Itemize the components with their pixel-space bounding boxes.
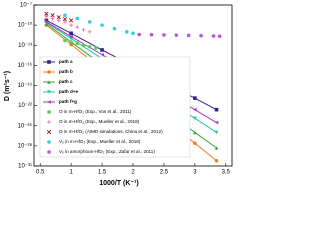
marker [87, 20, 92, 24]
x-tick-label: 2.5 [160, 170, 169, 176]
y-tick-label: 10⁻³¹ [18, 164, 32, 170]
marker [94, 46, 98, 50]
marker [186, 33, 191, 38]
marker [75, 25, 80, 29]
legend-label: O in m-HfO₂ (Exp., Vos et al., 2011) [59, 109, 132, 114]
marker [50, 13, 55, 18]
marker [214, 107, 219, 112]
marker [56, 15, 61, 20]
marker [47, 90, 51, 94]
marker [100, 23, 104, 27]
marker [125, 30, 129, 34]
marker [69, 23, 73, 27]
y-tick-label: 10⁻⁷ [20, 2, 32, 9]
marker [193, 107, 197, 112]
marker [100, 48, 104, 52]
marker [87, 30, 92, 34]
marker [47, 70, 51, 74]
marker [214, 120, 219, 125]
legend-label: path d+e [59, 89, 78, 94]
marker [63, 38, 67, 43]
x-axis-label: 1000/T (K⁻¹) [99, 180, 138, 187]
y-tick-label: 10⁻²² [18, 103, 32, 109]
x-tick-label: 2 [131, 170, 135, 176]
legend-label: Vₒ in amorphous-HfO₂ (Exp., Zafar et al.… [59, 149, 155, 154]
legend-box [39, 56, 191, 158]
legend: path a path b path c path d+e path f+g O in m… [39, 56, 191, 158]
marker [211, 34, 216, 38]
marker [81, 28, 86, 32]
marker [193, 141, 197, 146]
y-axis-label: D (m²s⁻¹) [4, 71, 11, 101]
marker [75, 16, 80, 21]
marker [44, 18, 49, 23]
marker [87, 44, 92, 49]
x-tick-label: 1.5 [98, 170, 107, 176]
marker [214, 146, 219, 150]
y-tick-label: 10⁻¹⁰ [18, 22, 33, 29]
marker [47, 60, 51, 64]
marker [217, 34, 222, 39]
marker [214, 130, 219, 135]
marker [56, 18, 61, 23]
legend-label: O in m-HfO₂ (Exp., Mueller et al., 2018) [59, 119, 140, 124]
chart: 1000/T (K⁻¹) D (m²s⁻¹) 0.5 1 1.5 2 2.5 3 3.5 10… [4, 2, 233, 187]
marker [46, 129, 52, 135]
marker [44, 14, 49, 19]
marker [63, 13, 67, 18]
marker [47, 80, 51, 84]
marker [47, 100, 51, 104]
x-tick-label: 3 [193, 170, 197, 176]
marker [199, 33, 203, 38]
y-tick-label: 10⁻¹⁶ [18, 62, 33, 69]
marker [193, 116, 197, 121]
x-tick-label: 3.5 [222, 170, 231, 176]
marker [69, 31, 73, 36]
marker [44, 20, 49, 24]
marker [69, 40, 73, 44]
marker [44, 11, 49, 16]
marker [193, 130, 197, 135]
marker [137, 32, 141, 37]
legend-label: path f+g [59, 99, 77, 104]
marker [47, 120, 51, 124]
legend-label: path c [59, 79, 73, 84]
marker [62, 16, 68, 22]
y-tick-label: 10⁻¹³ [18, 43, 32, 49]
marker [174, 33, 179, 37]
marker [47, 150, 51, 154]
marker [112, 26, 117, 31]
marker [75, 41, 80, 46]
marker [69, 34, 73, 39]
y-tick-label: 10⁻²⁸ [18, 142, 33, 149]
y-tick-label: 10⁻¹⁹ [18, 82, 33, 89]
legend-label: O in m-HfO₂ (AIMD simulations, China et … [59, 129, 163, 134]
marker [131, 31, 135, 36]
marker [81, 43, 86, 48]
legend-label: path a [59, 59, 73, 64]
marker [63, 20, 67, 24]
marker [193, 96, 197, 100]
y-tick-label: 10⁻²⁵ [18, 122, 33, 129]
marker [47, 110, 51, 114]
x-tick-label: 0.5 [36, 170, 45, 176]
x-tick-label: 1 [69, 170, 73, 176]
marker [50, 16, 55, 21]
marker [149, 32, 154, 37]
marker [100, 52, 104, 57]
legend-label: Vₒ in m-HfO₂ (Exp., Mueller et al., 2018… [59, 139, 141, 144]
legend-label: path b [59, 69, 73, 74]
marker [47, 140, 51, 144]
marker [69, 18, 74, 23]
marker [162, 33, 166, 37]
marker [214, 158, 219, 163]
